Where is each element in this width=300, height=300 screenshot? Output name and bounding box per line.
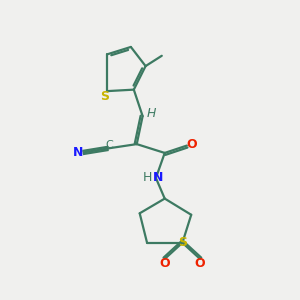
Text: N: N [73, 146, 84, 159]
Text: H: H [143, 171, 152, 184]
Text: C: C [106, 140, 113, 150]
Text: O: O [159, 257, 170, 271]
Text: H: H [146, 107, 156, 120]
Text: N: N [153, 172, 163, 184]
Text: O: O [187, 138, 197, 151]
Text: S: S [178, 236, 188, 249]
Text: O: O [195, 257, 206, 271]
Text: S: S [100, 90, 109, 103]
